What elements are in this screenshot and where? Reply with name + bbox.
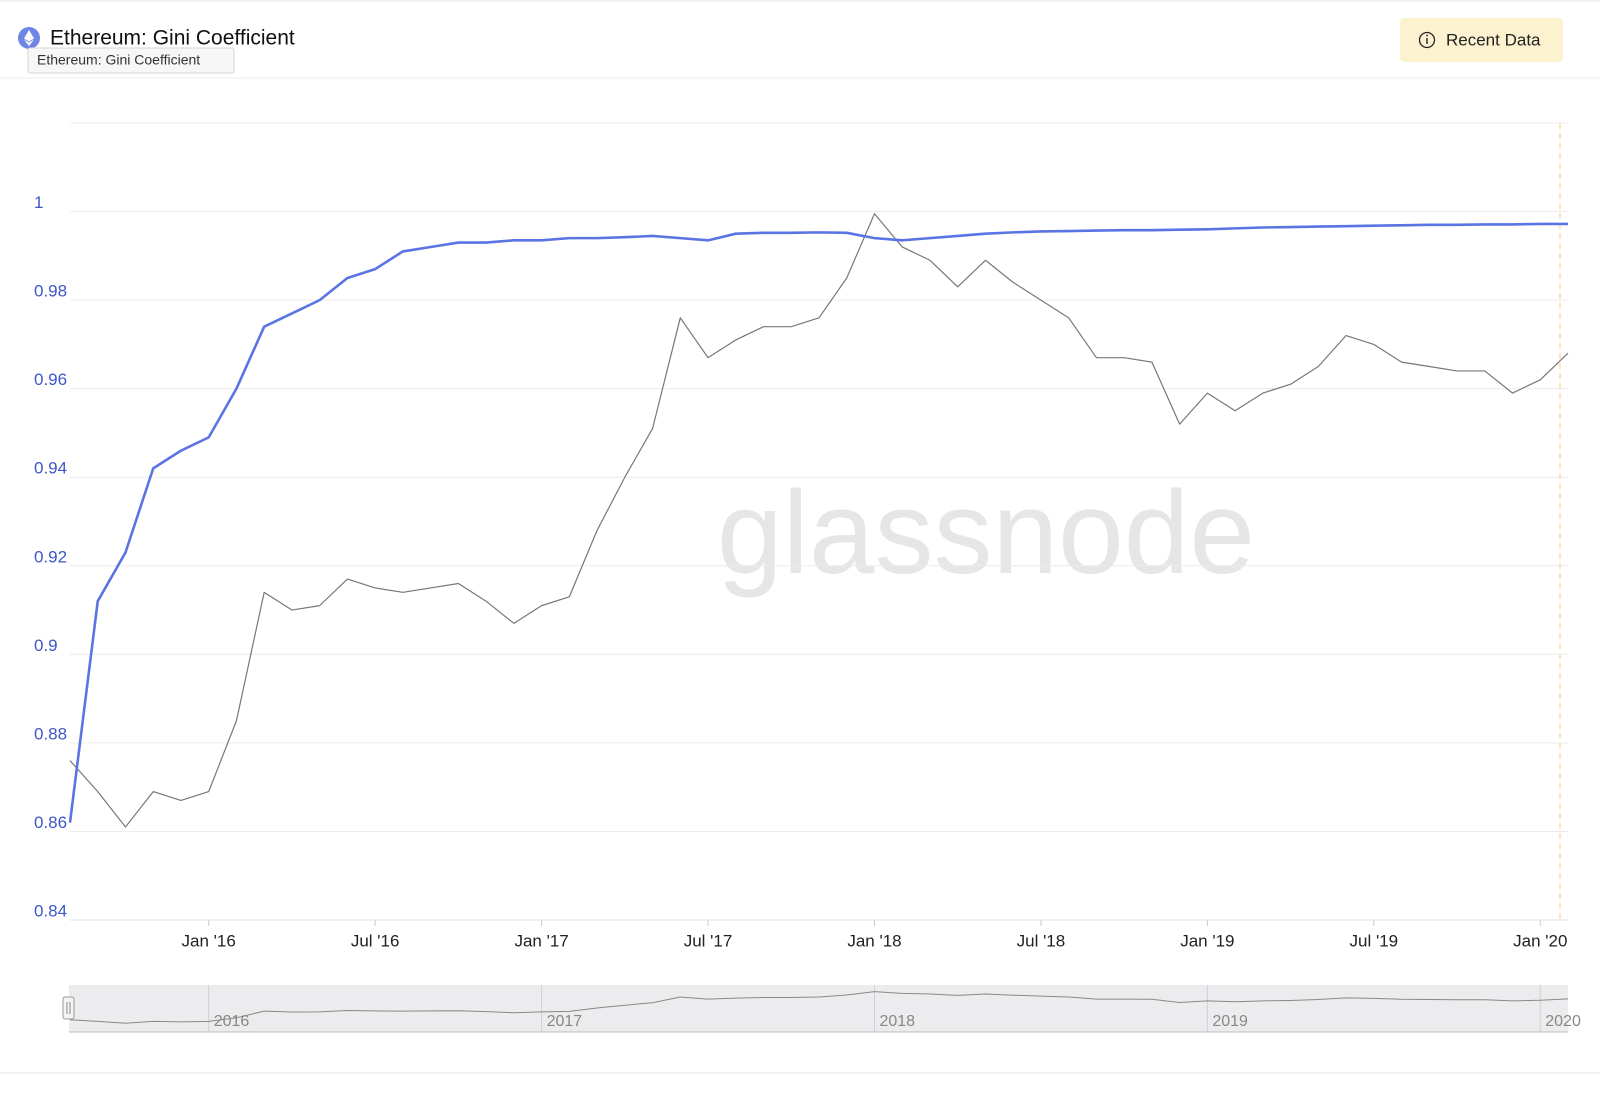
x-tick-label: Jan '20	[1513, 931, 1567, 950]
title-tooltip: Ethereum: Gini Coefficient	[27, 47, 235, 74]
y-tick-label: 0.94	[34, 459, 67, 478]
recent-data-button[interactable]: Recent Data	[1400, 18, 1563, 62]
x-tick-label: Jul '16	[351, 931, 400, 950]
navigator-label: 2016	[214, 1013, 250, 1030]
navigator-label: 2017	[547, 1013, 583, 1030]
plot-area: 0.84 0.86 0.88 0.9 0.92 0.94 0.96 0.98 1 Jan '16 J…	[34, 122, 1581, 1032]
x-tick-label: Jul '18	[1017, 931, 1066, 950]
navigator-line	[69, 991, 1569, 1024]
navigator-background	[69, 985, 1568, 1032]
series-line	[69, 213, 1569, 828]
x-tick-label: Jan '18	[847, 931, 901, 950]
x-tick-label: Jul '19	[1350, 931, 1399, 950]
navigator-label: 2019	[1212, 1013, 1248, 1030]
y-tick-label: 0.86	[34, 813, 67, 832]
x-tick-label: Jan '17	[514, 931, 568, 950]
y-tick-label: 0.98	[34, 282, 67, 301]
y-tick-label: 0.88	[34, 724, 67, 743]
navigator-handle[interactable]	[62, 996, 75, 1020]
y-tick-label: 0.84	[34, 901, 67, 920]
y-tick-label: 0.96	[34, 370, 67, 389]
button-label[interactable]: Recent Data	[1446, 30, 1541, 49]
x-tick-label: Jan '16	[182, 931, 236, 950]
watermark: glassnode	[717, 467, 1255, 599]
eth-icon	[18, 27, 40, 49]
x-tick-label: Jan '19	[1180, 931, 1234, 950]
x-tick-label: Jul '17	[684, 931, 733, 950]
y-tick-label: 1	[34, 193, 43, 212]
y-tick-label: 0.92	[34, 547, 67, 566]
y-tick-label: 0.9	[34, 636, 58, 655]
series-line	[68, 222, 1568, 823]
navigator-label: 2018	[879, 1013, 915, 1030]
chart-title: Ethereum: Gini Coefficient	[50, 27, 295, 50]
navigator-label: 2020	[1545, 1013, 1581, 1030]
tooltip-text: Ethereum: Gini Coefficient	[37, 52, 200, 68]
